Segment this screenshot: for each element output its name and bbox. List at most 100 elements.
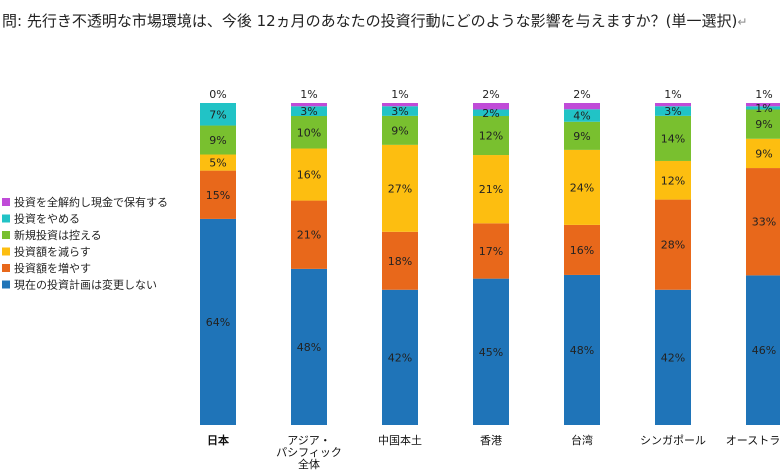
data-label: 7%: [209, 108, 226, 121]
bar-segment: [746, 275, 780, 425]
bar-segment: [746, 103, 780, 107]
data-label: 9%: [209, 134, 226, 147]
bar-segment: [564, 274, 600, 425]
bar-segment: [746, 168, 780, 276]
data-label: 48%: [297, 341, 321, 354]
category-axis: 日本 アジア・パシフィック全体 中国本土 香港 台湾 シンガポール オーストラリア: [207, 433, 780, 470]
data-label: 46%: [752, 344, 776, 357]
data-label: 27%: [388, 182, 412, 195]
bar-segment: [291, 148, 327, 201]
data-label: 9%: [755, 147, 772, 160]
data-label: 12%: [479, 130, 503, 143]
category-label: 中国本土: [378, 433, 422, 447]
bar-segment: [564, 149, 600, 225]
bar-segment: [200, 125, 236, 155]
data-label: 9%: [573, 130, 590, 143]
legend-swatch: [2, 231, 10, 239]
data-label: 16%: [297, 169, 321, 182]
bar-segment: [564, 121, 600, 150]
data-label: 18%: [388, 255, 412, 268]
bar-segment: [200, 218, 236, 425]
bar-segment: [382, 115, 418, 145]
data-label: 14%: [661, 132, 685, 145]
bar-segment: [655, 289, 691, 425]
data-label: 48%: [570, 344, 594, 357]
data-label: 28%: [661, 239, 685, 252]
bar-segment: [382, 144, 418, 232]
legend-swatch: [2, 264, 10, 272]
data-label: 2%: [482, 107, 499, 120]
bar-segment: [746, 106, 780, 110]
category-label: シンガポール: [640, 434, 706, 447]
data-label: 21%: [297, 229, 321, 242]
data-label: 33%: [752, 216, 776, 229]
bar-segment: [746, 138, 780, 169]
bar-segment: [655, 115, 691, 161]
bar-segment: [200, 103, 236, 126]
bar-segment: [655, 160, 691, 200]
bar-segment: [473, 223, 509, 279]
data-label: 3%: [300, 105, 317, 118]
category-label: オーストラリア: [726, 434, 780, 447]
bar-segment: [382, 289, 418, 425]
bar-segment: [382, 103, 418, 107]
data-label: 1%: [755, 88, 772, 101]
category-label: 日本: [207, 433, 229, 447]
category-label: 香港: [480, 434, 502, 447]
data-label: 0%: [209, 88, 226, 101]
category-label: 台湾: [571, 433, 593, 447]
bar-segment: [473, 109, 509, 117]
legend-swatch: [2, 214, 10, 223]
bar-segment: [473, 116, 509, 156]
paragraph-mark: ↵: [737, 15, 748, 29]
bar-segment: [564, 109, 600, 122]
data-label: 12%: [661, 174, 685, 187]
data-label: 16%: [570, 244, 594, 257]
data-label: 15%: [206, 189, 230, 202]
legend-swatch: [2, 247, 10, 256]
bars: [200, 103, 780, 425]
bar-segment: [200, 154, 236, 171]
bar-segment: [291, 200, 327, 269]
data-label: 5%: [209, 157, 226, 170]
bar-segment: [291, 106, 327, 117]
category-label: アジア・パシフィック全体: [276, 434, 342, 470]
bar-segment: [473, 278, 509, 425]
data-label: 21%: [479, 183, 503, 196]
bar-segment: [291, 116, 327, 149]
data-label: 64%: [206, 316, 230, 329]
data-label: 2%: [573, 88, 590, 101]
data-labels: 64% 15% 5% 9% 7% 0% 48% 21% 16% 10% 3% 1% 42% 18% 27% 9…: [206, 88, 776, 364]
data-label: 4%: [573, 110, 590, 123]
bar-segment: [382, 106, 418, 116]
data-label: 24%: [570, 181, 594, 194]
chart-title: 問: 先行き不透明な市場環境は、今後 12ヵ月のあなたの投資行動にどのような影響…: [2, 12, 748, 30]
data-label: 1%: [664, 88, 681, 101]
data-label: 17%: [479, 245, 503, 258]
bar-segment: [564, 224, 600, 275]
bar-segment: [473, 155, 509, 224]
data-label: 42%: [388, 351, 412, 364]
data-label: 42%: [661, 351, 685, 364]
data-label: 1%: [391, 88, 408, 101]
legend-label: 投資をやめる: [14, 212, 80, 226]
legend-label: 新規投資は控える: [14, 228, 102, 242]
legend-label: 投資額を増やす: [14, 261, 91, 275]
data-label: 10%: [297, 126, 321, 139]
bar-segment: [473, 103, 509, 110]
legend-label: 投資額を減らす: [14, 245, 91, 259]
bar-segment: [291, 103, 327, 107]
data-label: 3%: [391, 105, 408, 118]
legend-label: 現在の投資計画は変更しない: [14, 278, 157, 292]
data-label: 2%: [482, 88, 499, 101]
bar-segment: [655, 103, 691, 107]
bar-segment: [291, 268, 327, 425]
bar-segment: [655, 199, 691, 290]
data-label: 45%: [479, 346, 503, 359]
bar-segment: [382, 231, 418, 290]
data-label: 9%: [391, 124, 408, 137]
bar-segment: [655, 106, 691, 116]
bar-segment: [746, 109, 780, 139]
